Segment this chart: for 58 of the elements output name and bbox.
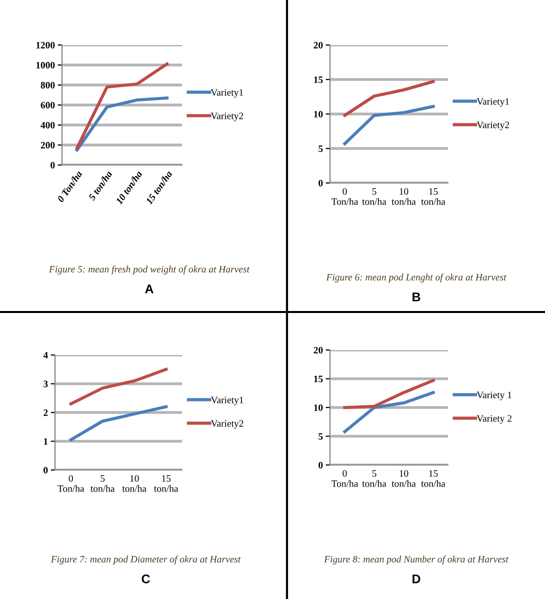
legend-label: Variety 1 (476, 392, 512, 400)
y-tick-label: 15 (314, 76, 323, 83)
y-tick-label: 1 (44, 438, 48, 445)
x-tick-label: 0 Ton/ha (331, 470, 358, 487)
line-series (343, 104, 435, 146)
y-tick-label: 200 (40, 142, 55, 148)
y-tick-label: 0 (318, 462, 323, 468)
x-tick-label: 15 ton/ha (154, 475, 178, 492)
x-tick-label: 0 Ton/ha (58, 475, 84, 492)
y-tick-label: 800 (40, 82, 55, 88)
text: B (412, 292, 420, 302)
legend-label: Variety2 (210, 112, 244, 122)
legend-label: Variety2 (476, 122, 510, 130)
line-series (69, 368, 168, 406)
y-tick-label: 0 (318, 180, 323, 186)
y-tick-label: 20 (314, 42, 323, 48)
y-tick-label: 15 (314, 376, 323, 382)
x-tick-label: 10 ton/ha (122, 475, 146, 492)
x-tick-label: 5 ton/ha (362, 188, 386, 205)
text: C (142, 574, 150, 584)
y-tick-label: 1200 (36, 42, 55, 48)
line-series (75, 96, 169, 152)
y-tick-label: 400 (40, 122, 55, 128)
text: Figure 8: mean pod Number of okra at Harvest (324, 556, 509, 564)
legend-label: Variety1 (210, 396, 244, 406)
y-tick-label: 2 (44, 409, 48, 416)
x-tick-label: 10 ton/ha (392, 188, 416, 205)
text: A (145, 284, 154, 294)
y-tick-label: 10 (314, 404, 323, 411)
legend-label: Variety1 (476, 98, 509, 107)
y-tick-label: 5 (318, 433, 323, 440)
y-tick-label: 20 (314, 346, 323, 354)
text: Figure 5: mean fresh pod weight of okra at Harvest (48, 266, 250, 274)
line-series (75, 62, 169, 150)
legend-label: Variety1 (210, 89, 243, 98)
y-tick-label: 5 (318, 146, 323, 152)
line-series (343, 391, 435, 434)
y-tick-label: 1000 (36, 62, 55, 68)
y-tick-label: 10 (314, 110, 323, 118)
line-series (69, 405, 168, 442)
line-series (343, 80, 435, 117)
text: Figure 6: mean pod Lenght of okra at Harvest (326, 274, 506, 282)
y-tick-label: 0 (50, 162, 55, 168)
x-tick-label: 15 ton/ha (421, 188, 446, 205)
x-tick-label: 0 Ton/ha (331, 188, 358, 205)
legend-label: Variety 2 (476, 415, 512, 424)
text: Figure 7: mean pod Diameter of okra at Harvest (50, 556, 241, 564)
y-tick-label: 600 (40, 102, 55, 108)
x-tick-label: 5 ton/ha (90, 475, 115, 492)
legend-label: Variety2 (210, 420, 244, 429)
text: D (412, 574, 420, 584)
line-series (343, 378, 435, 410)
y-tick-label: 0 (44, 466, 48, 474)
y-tick-label: 4 (43, 352, 48, 358)
x-tick-label: 15 ton/ha (421, 470, 446, 487)
x-tick-label: 5 ton/ha (362, 470, 386, 487)
y-tick-label: 3 (44, 380, 48, 388)
x-tick-label: 10 ton/ha (392, 470, 416, 487)
